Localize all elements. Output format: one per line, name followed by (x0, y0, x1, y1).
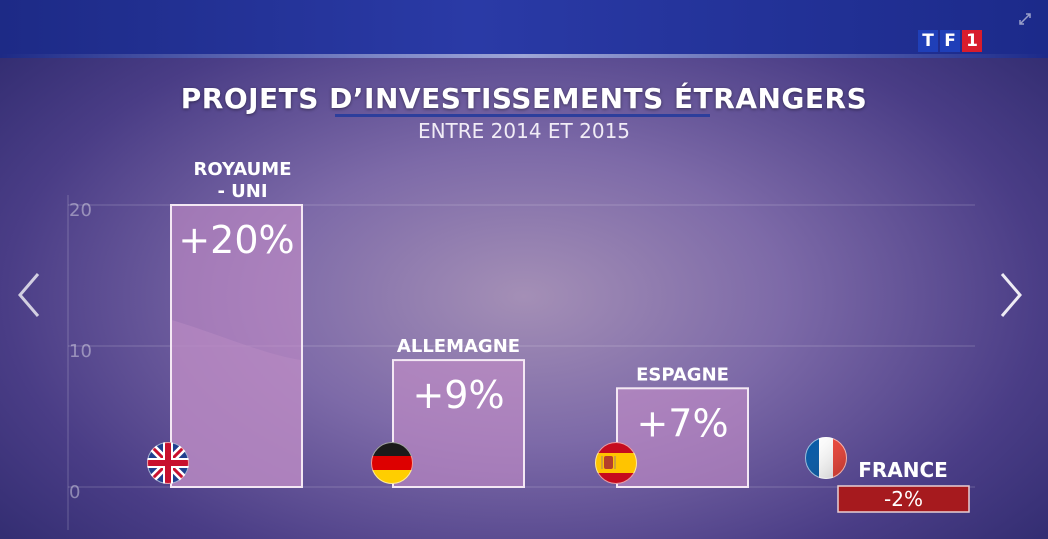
top-band (0, 0, 1048, 58)
category-label: ESPAGNE (636, 364, 729, 385)
expand-icon[interactable] (1018, 12, 1032, 26)
bar-negative (837, 485, 970, 513)
chevron-right-icon[interactable] (996, 270, 1026, 320)
y-tick-label: 0 (69, 482, 80, 503)
flag-uk-icon (147, 442, 189, 484)
value-label: -2% (884, 487, 923, 511)
title-underline (335, 114, 710, 117)
bar (392, 359, 525, 489)
bar (616, 387, 749, 488)
value-label: +7% (636, 401, 728, 445)
flag-germany-icon (371, 442, 413, 484)
bar-shade (172, 320, 301, 486)
value-label: +20% (178, 218, 294, 262)
chart-subtitle: ENTRE 2014 ET 2015 (417, 119, 631, 143)
category-label: ROYAUME (193, 159, 291, 180)
flag-spain-icon (595, 442, 637, 484)
category-label: ALLEMAGNE (397, 336, 520, 357)
category-label: FRANCE (858, 458, 948, 482)
category-label: - UNI (217, 181, 267, 202)
chevron-left-icon[interactable] (14, 270, 44, 320)
flag-france-icon (805, 437, 847, 479)
tf1-logo: T F 1 (918, 30, 982, 52)
y-tick-label: 20 (69, 200, 92, 221)
y-tick-label: 10 (69, 341, 92, 362)
value-label: +9% (412, 373, 504, 417)
chart-title: PROJETS D’INVESTISSEMENTS ÉTRANGERS (180, 82, 868, 115)
